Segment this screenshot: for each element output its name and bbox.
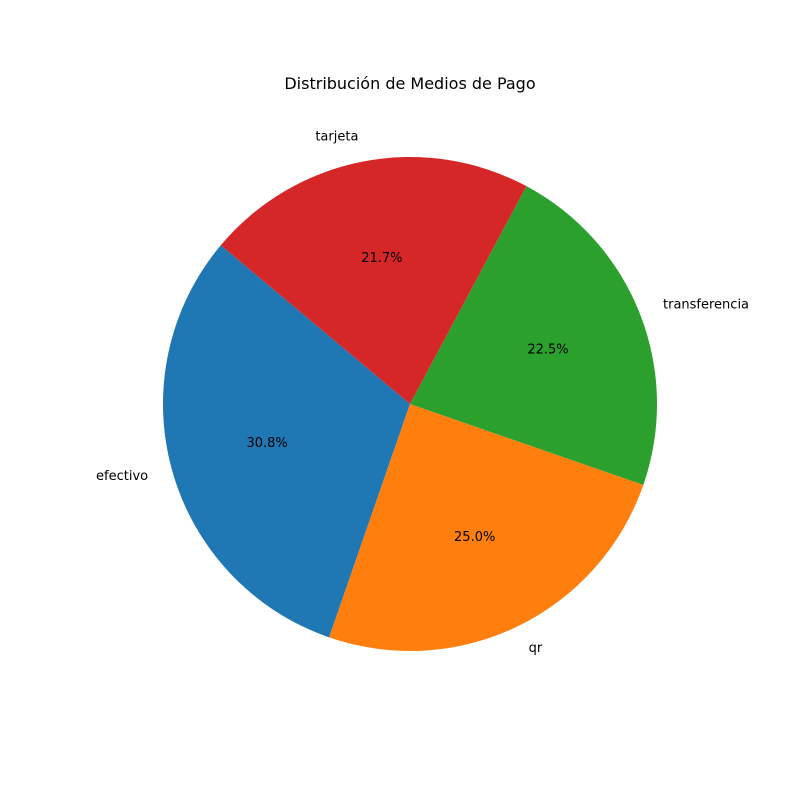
pie-slice-tarjeta <box>220 157 527 404</box>
pie-slices <box>162 157 657 651</box>
pie-category-label-transferencia: transferencia <box>663 297 749 312</box>
pie-category-label-qr: qr <box>529 641 543 656</box>
pie-percent-label-transferencia: 22.5% <box>527 342 568 357</box>
pie-slice-efectivo <box>162 245 410 638</box>
pie-category-label-efectivo: efectivo <box>96 469 148 484</box>
pie-category-label-tarjeta: tarjeta <box>315 130 358 145</box>
pie-percent-label-efectivo: 30.8% <box>246 436 287 451</box>
pie-percent-label-tarjeta: 21.7% <box>361 251 402 266</box>
pie-percent-label-qr: 25.0% <box>454 530 495 545</box>
pie-percent-labels: 30.8% 25.0% 22.5% 21.7% <box>246 251 568 545</box>
pie-slice-qr <box>329 404 644 651</box>
chart-title: Distribución de Medios de Pago <box>284 74 535 93</box>
pie-slice-transferencia <box>410 186 657 485</box>
pie-category-labels: efectivo qr transferencia tarjeta <box>96 130 749 656</box>
